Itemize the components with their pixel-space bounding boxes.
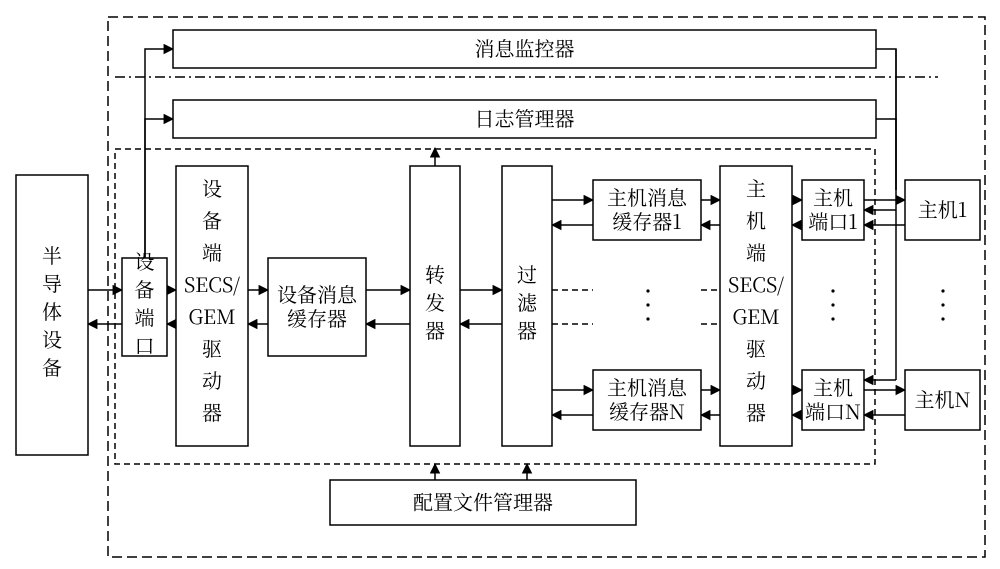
svg-text:备: 备 [42,352,62,381]
svg-text:端口1: 端口1 [808,206,857,235]
svg-text:机: 机 [746,205,766,234]
svg-text:设: 设 [202,173,222,202]
svg-text:主: 主 [746,173,766,202]
svg-text:器: 器 [202,397,222,426]
svg-text:导: 导 [42,268,62,297]
svg-text:端口N: 端口N [805,396,861,425]
svg-text:缓存器: 缓存器 [287,303,347,332]
svg-text:滤: 滤 [517,287,538,316]
svg-text:SECS/: SECS/ [728,269,784,298]
svg-text:主机1: 主机1 [918,194,967,223]
svg-text:器: 器 [746,397,766,426]
svg-text:端: 端 [202,237,222,266]
svg-text:动: 动 [202,365,222,394]
svg-text:缓存器N: 缓存器N [609,396,685,425]
svg-text:端: 端 [746,237,766,266]
svg-text:备: 备 [202,205,222,234]
svg-text:体: 体 [42,296,62,325]
svg-text:器: 器 [517,315,537,344]
svg-text:驱: 驱 [746,333,766,362]
svg-text:配置文件管理器: 配置文件管理器 [413,487,553,516]
svg-text:设: 设 [135,246,155,275]
svg-text:发: 发 [425,287,445,316]
svg-text:口: 口 [135,330,155,359]
svg-text:备: 备 [135,274,155,303]
svg-text:过: 过 [517,259,537,288]
svg-text:SECS/: SECS/ [184,269,240,298]
svg-text:动: 动 [746,365,766,394]
svg-text:端: 端 [135,302,155,331]
svg-text:消息监控器: 消息监控器 [475,33,575,62]
svg-text:GEM: GEM [732,301,779,330]
diagram-canvas: 半导体设备消息监控器日志管理器设备端口设备端SECS/GEM驱动器设备消息缓存器… [0,0,1000,569]
svg-text:缓存器1: 缓存器1 [612,206,681,235]
svg-text:器: 器 [425,315,445,344]
svg-text:设: 设 [42,324,62,353]
svg-text:GEM: GEM [188,301,235,330]
svg-text:驱: 驱 [202,333,222,362]
svg-text:主机N: 主机N [915,384,971,413]
svg-text:半: 半 [42,240,62,269]
svg-text:日志管理器: 日志管理器 [475,103,575,132]
svg-text:转: 转 [425,259,445,288]
